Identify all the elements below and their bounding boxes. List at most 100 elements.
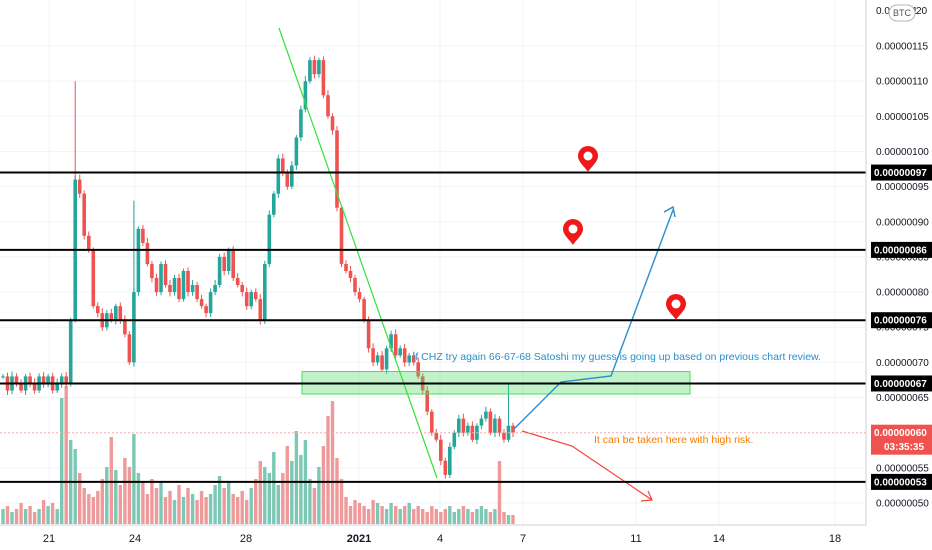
candle-body bbox=[488, 411, 493, 433]
candle-body bbox=[330, 116, 335, 131]
volume-bar bbox=[168, 491, 172, 524]
candle-body bbox=[199, 299, 204, 307]
candle-body bbox=[321, 60, 326, 96]
volume-bar bbox=[511, 515, 515, 524]
volume-bar bbox=[254, 479, 258, 524]
candle-body bbox=[64, 376, 68, 384]
volume-bar bbox=[73, 449, 77, 524]
candle-body bbox=[461, 418, 466, 433]
candle-body bbox=[466, 425, 470, 433]
price-tick-label: 0.00000115 bbox=[876, 42, 929, 53]
price-axis-top-clipped-suffix: 20 bbox=[916, 6, 928, 17]
candle-body bbox=[389, 334, 393, 349]
volume-bar bbox=[384, 509, 389, 524]
volume-bar bbox=[380, 506, 384, 524]
candle-body bbox=[150, 264, 154, 279]
volume-bar bbox=[371, 500, 375, 524]
projection-arrow-up bbox=[512, 209, 674, 431]
x-tick-label: 7 bbox=[520, 533, 526, 545]
candle-body bbox=[443, 460, 448, 475]
candle-body bbox=[132, 292, 136, 363]
volume-bar bbox=[186, 488, 190, 524]
volume-bar bbox=[366, 509, 371, 524]
candle-body bbox=[263, 264, 267, 321]
x-tick-label: 18 bbox=[829, 533, 841, 545]
annotation-buy-note: if CHZ try again 66-67-68 Satoshi my gue… bbox=[413, 351, 821, 363]
currency-badge[interactable]: BTC bbox=[888, 4, 916, 22]
volume-bar bbox=[105, 467, 109, 524]
volume-bar bbox=[199, 491, 204, 524]
price-tick-label: 0.00000075 bbox=[876, 323, 929, 334]
level-price-tag-text: 0.00000097 bbox=[874, 168, 927, 179]
candle-body bbox=[154, 278, 159, 293]
svg-text:BTC: BTC bbox=[893, 8, 912, 18]
time-axis[interactable]: 21 24 28 2021 4 7 11 14 18 bbox=[0, 524, 932, 550]
volume-bar bbox=[362, 506, 366, 524]
volume-bar bbox=[204, 497, 208, 524]
x-tick-label: 24 bbox=[129, 533, 141, 545]
candle-body bbox=[362, 299, 366, 321]
map-pin-icon[interactable] bbox=[563, 219, 583, 245]
candle-body bbox=[290, 165, 294, 187]
downtrend-line bbox=[278, 27, 438, 479]
volume-bar bbox=[91, 497, 95, 524]
candle-body bbox=[502, 432, 506, 440]
price-tick-label: 0.00000090 bbox=[876, 217, 929, 228]
candle-body bbox=[240, 285, 244, 292]
volume-bar bbox=[394, 506, 398, 524]
volume-bar bbox=[190, 494, 195, 524]
candle-body bbox=[253, 292, 258, 300]
volume-bar bbox=[159, 482, 163, 524]
candle-body bbox=[308, 60, 312, 82]
candle-body bbox=[28, 376, 32, 384]
candle-body bbox=[380, 355, 384, 370]
candle-body bbox=[258, 299, 263, 321]
candle-body bbox=[19, 383, 23, 391]
volume-bar bbox=[258, 461, 262, 524]
volume-bar bbox=[150, 479, 154, 524]
volume-bar bbox=[375, 503, 380, 524]
volume-bar bbox=[308, 479, 312, 524]
candle-body bbox=[172, 278, 177, 293]
volume-bar bbox=[403, 506, 407, 524]
candle-body bbox=[141, 228, 145, 243]
candle-body bbox=[14, 376, 19, 384]
volume-bar bbox=[208, 494, 213, 524]
candle-body bbox=[371, 348, 375, 363]
volume-bar bbox=[434, 509, 438, 524]
price-tick-label: 0.00000100 bbox=[876, 147, 929, 158]
volume-bar bbox=[335, 458, 339, 524]
candle-body bbox=[96, 306, 100, 314]
candle-body bbox=[109, 313, 114, 321]
volume-bar bbox=[452, 512, 456, 524]
candle-body bbox=[411, 355, 416, 363]
last-price-tag bbox=[871, 424, 932, 455]
level-price-tag bbox=[871, 473, 932, 490]
volume-bar bbox=[114, 470, 118, 524]
candle-body bbox=[208, 292, 213, 314]
map-pin-icon[interactable] bbox=[666, 294, 686, 320]
map-pin-icon[interactable] bbox=[578, 146, 598, 172]
volume-bar bbox=[344, 497, 348, 524]
candle-body bbox=[457, 418, 461, 433]
volume-bar bbox=[19, 503, 23, 524]
price-axis[interactable]: 0.000001 20 BTC 0.000001150.000001100.00… bbox=[865, 0, 932, 525]
level-price-tag-text: 0.00000086 bbox=[874, 245, 927, 256]
volume-bar bbox=[421, 509, 425, 524]
volume-bar bbox=[448, 506, 452, 524]
candle-body bbox=[91, 249, 96, 307]
candle-body bbox=[317, 60, 321, 75]
price-tick-label: 0.00000095 bbox=[876, 182, 929, 193]
drawings-layer bbox=[278, 27, 691, 502]
volume-bar bbox=[10, 512, 14, 524]
volume-bar bbox=[87, 494, 91, 524]
candle-body bbox=[235, 278, 240, 285]
volume-bar bbox=[132, 434, 136, 524]
level-price-tag bbox=[871, 241, 932, 258]
horizontal-levels bbox=[0, 171, 866, 483]
candle-body bbox=[452, 432, 457, 447]
volume-bar bbox=[466, 509, 470, 524]
volume-bar bbox=[326, 416, 330, 524]
candle-body bbox=[272, 193, 276, 215]
